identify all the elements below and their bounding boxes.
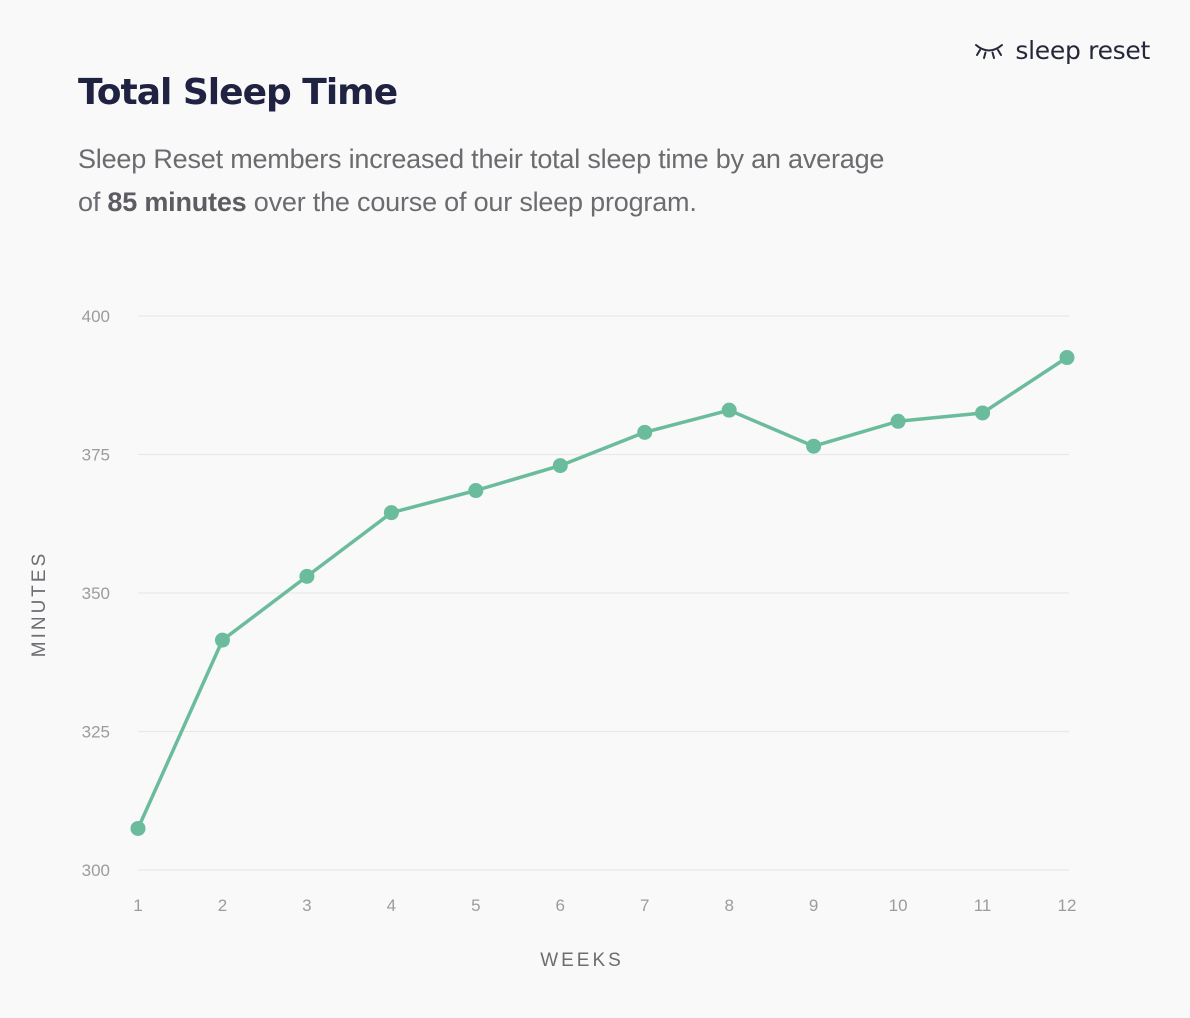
data-point-week-3 — [299, 568, 315, 584]
y-tick-label: 300 — [82, 861, 110, 880]
brand-name: sleep reset — [1015, 36, 1150, 65]
data-point-week-9 — [806, 438, 822, 454]
data-point-week-5 — [468, 483, 484, 499]
data-point-week-11 — [975, 405, 991, 421]
data-point-week-8 — [721, 402, 737, 418]
subtitle-text-before: Sleep Reset members increased their tota… — [78, 144, 885, 217]
y-axis-ticks: 300 325 350 375 400 — [82, 307, 110, 880]
brand-logo: sleep reset — [973, 36, 1150, 65]
x-tick-label: 10 — [889, 896, 908, 915]
x-tick-label: 4 — [387, 896, 396, 915]
x-tick-label: 12 — [1058, 896, 1077, 915]
y-axis-label: MINUTES — [29, 551, 50, 658]
data-point-week-2 — [214, 632, 230, 648]
x-tick-label: 1 — [133, 896, 142, 915]
x-tick-label: 6 — [556, 896, 565, 915]
chart-subtitle: Sleep Reset members increased their tota… — [78, 138, 898, 224]
data-point-week-1 — [130, 820, 146, 836]
data-point-week-6 — [552, 458, 568, 474]
data-point-week-12 — [1059, 350, 1075, 366]
closed-eye-icon — [975, 43, 1004, 59]
x-axis-ticks: 1 2 3 4 5 6 7 8 9 10 11 12 — [133, 896, 1076, 915]
x-axis-label: WEEKS — [540, 950, 624, 971]
y-tick-label: 325 — [82, 723, 110, 742]
x-tick-label: 11 — [974, 896, 992, 915]
data-point-week-7 — [637, 424, 653, 440]
x-tick-label: 8 — [724, 896, 733, 915]
x-tick-label: 3 — [302, 896, 311, 915]
x-tick-label: 5 — [471, 896, 480, 915]
x-tick-label: 9 — [809, 896, 818, 915]
y-tick-label: 375 — [82, 446, 110, 465]
subtitle-highlight: 85 minutes — [107, 187, 247, 217]
y-tick-label: 350 — [82, 584, 110, 603]
chart-title: Total Sleep Time — [78, 72, 398, 113]
x-tick-label: 2 — [218, 896, 227, 915]
grid-lines — [138, 315, 1069, 871]
data-point-week-4 — [383, 505, 399, 521]
y-tick-label: 400 — [82, 307, 110, 326]
x-tick-label: 7 — [640, 896, 649, 915]
series-line — [136, 355, 1069, 831]
series-layer — [130, 350, 1075, 836]
data-point-week-10 — [890, 413, 906, 429]
subtitle-text-after: over the course of our sleep program. — [246, 187, 697, 217]
